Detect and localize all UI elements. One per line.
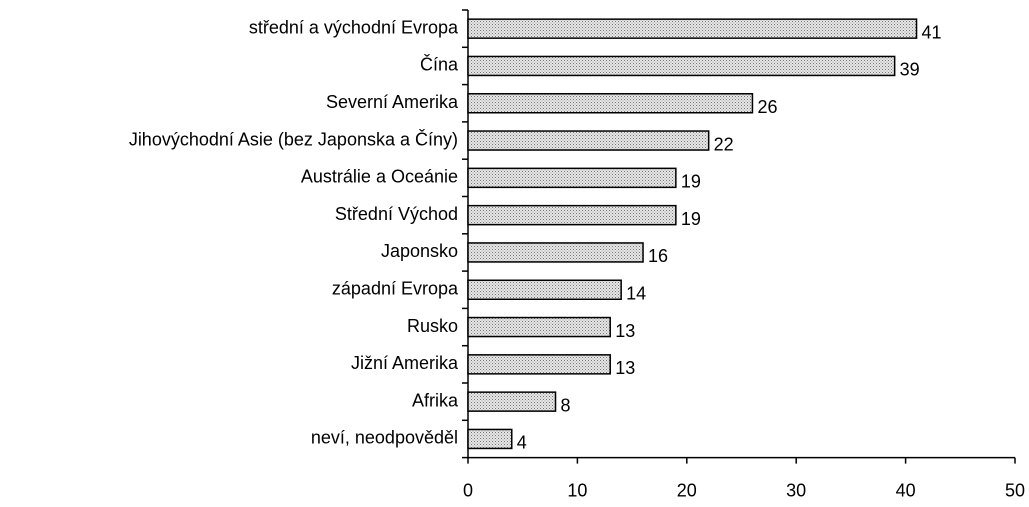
value-label: 13: [615, 321, 635, 341]
value-label: 39: [900, 60, 920, 80]
bar: [467, 428, 513, 450]
y-tick-label: Severní Amerika: [326, 92, 459, 112]
y-tick-label: Afrika: [412, 390, 459, 410]
value-label: 41: [922, 22, 942, 42]
bar: [467, 391, 557, 412]
bar: [467, 354, 611, 375]
y-tick-label: Rusko: [407, 316, 458, 336]
bar: [467, 279, 622, 300]
x-tick-label: 50: [1005, 480, 1025, 500]
y-tick-label: Japonsko: [381, 241, 458, 261]
bar: [467, 18, 918, 39]
y-tick-label: střední a východní Evropa: [249, 17, 459, 37]
bar: [467, 167, 677, 189]
bar: [467, 204, 677, 226]
x-tick-label: 40: [896, 480, 916, 500]
x-tick-label: 10: [567, 480, 587, 500]
value-label: 19: [681, 209, 701, 229]
y-tick-label: Čína: [420, 54, 459, 75]
bar: [467, 93, 754, 114]
value-label: 19: [681, 172, 701, 192]
value-label: 8: [561, 395, 571, 415]
bar: [467, 242, 644, 263]
x-tick-label: 30: [786, 480, 806, 500]
bar: [467, 55, 896, 77]
value-label: 4: [517, 433, 527, 453]
value-label: 16: [648, 246, 668, 266]
value-label: 14: [626, 284, 646, 304]
y-tick-label: Střední Východ: [335, 204, 458, 224]
x-tick-label: 20: [677, 480, 697, 500]
y-tick-label: Jihovýchodní Asie (bez Japonska a Číny): [129, 128, 458, 149]
value-label: 13: [615, 358, 635, 378]
y-tick-label: neví, neodpověděl: [311, 428, 458, 448]
x-tick-label: 0: [463, 480, 473, 500]
y-tick-label: Jižní Amerika: [351, 353, 459, 373]
bar: [467, 130, 710, 151]
value-label: 22: [714, 134, 734, 154]
y-tick-label: západní Evropa: [332, 279, 459, 299]
value-label: 26: [757, 97, 777, 117]
y-tick-label: Austrálie a Oceánie: [301, 167, 458, 187]
bar: [467, 316, 611, 338]
